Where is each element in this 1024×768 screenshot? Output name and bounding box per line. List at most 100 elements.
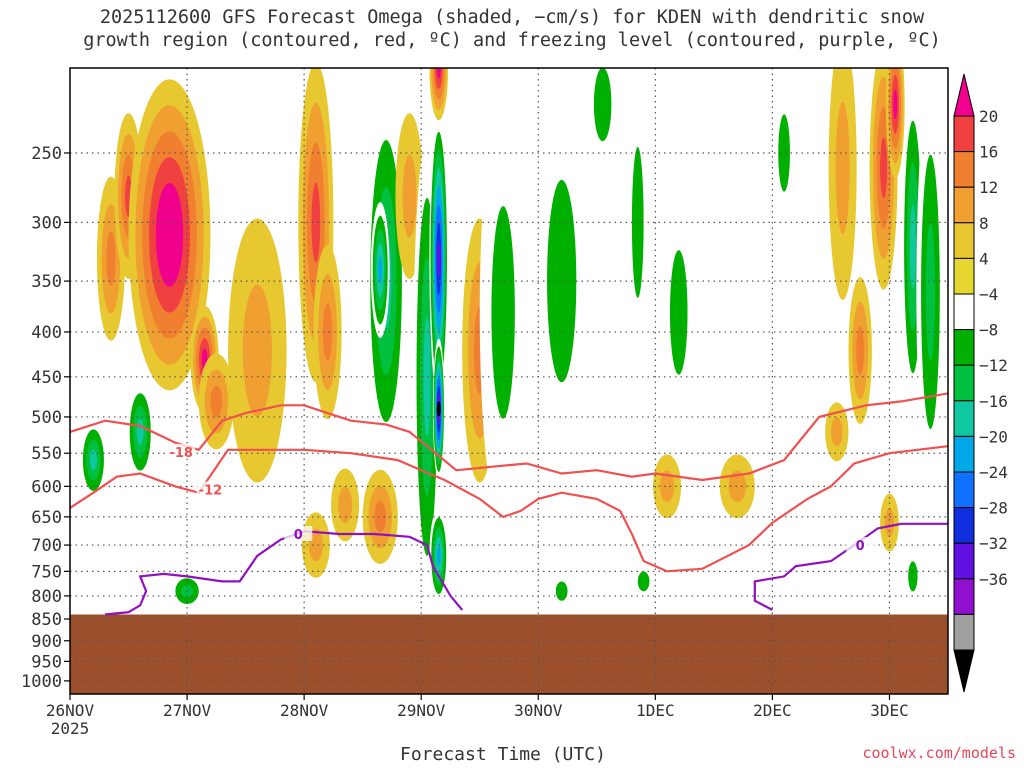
colorbar-segment-10 xyxy=(953,435,975,473)
xtick-label-30NOV: 30NOV xyxy=(514,701,563,720)
ytick-label-850: 850 xyxy=(31,610,62,630)
colorbar-segment-5 xyxy=(953,257,975,295)
omega-blob-16-level-3 xyxy=(423,317,431,437)
ytick-label-500: 500 xyxy=(31,408,62,428)
omega-blob-27-level-1 xyxy=(778,114,790,192)
omega-blob-22-level-1 xyxy=(491,206,515,419)
x-axis-ticks: 26NOV 27NOV 28NOV 29NOV 30NOV 1DEC 2DEC 3DEC 202… xyxy=(46,694,909,738)
xtick-label-26NOV: 26NOV xyxy=(46,701,95,720)
ytick-label-450: 450 xyxy=(31,368,62,388)
omega-blob-19-level-4 xyxy=(436,546,441,566)
colorbar-label--32: −32 xyxy=(979,534,1008,553)
colorbar-segment-14 xyxy=(953,578,975,615)
omega-blob-20-level-4 xyxy=(436,68,441,79)
chart-title: 2025112600 GFS Forecast Omega (shaded, −… xyxy=(0,6,1024,52)
colorbar-max-arrow xyxy=(953,73,975,117)
contour-label-bg--18 xyxy=(167,443,196,459)
omega-blob-2-level-5 xyxy=(162,208,177,261)
colorbar: 20 16 12 8 4 −4 −8 −12 −16 −20 −24 −28 −32 −36 xyxy=(953,73,1008,693)
colorbar-label--36: −36 xyxy=(979,570,1008,589)
terrain-surface xyxy=(70,614,948,694)
ytick-label-1000: 1000 xyxy=(21,672,62,692)
omega-blob-17-level-7 xyxy=(436,240,441,277)
contour-label-bg--12 xyxy=(196,481,225,497)
omega-blob-9-level-3 xyxy=(311,182,321,263)
omega-blob-38-level-1 xyxy=(555,581,568,601)
colorbar-label--4: −4 xyxy=(979,285,998,304)
omega-blob-35-level-1 xyxy=(884,508,895,538)
xtick-label-29NOV: 29NOV xyxy=(397,701,446,720)
colorbar-segment-13 xyxy=(953,542,975,580)
contour-label--12: -12 xyxy=(199,484,223,499)
omega-blob-26-level-1 xyxy=(669,250,688,375)
ytick-label-750: 750 xyxy=(31,562,62,582)
omega-blob-15-level-1 xyxy=(338,486,353,524)
omega-blob-29-level-3 xyxy=(880,137,888,199)
omega-blob-40-level-1 xyxy=(660,470,675,503)
ytick-label-350: 350 xyxy=(31,272,62,292)
grid-lines xyxy=(70,68,948,694)
title-line-1: 2025112600 GFS Forecast Omega (shaded, −… xyxy=(99,7,925,28)
plot-frame xyxy=(69,67,949,695)
omega-blob-24-level-1 xyxy=(593,68,612,142)
xtick-year-label: 2025 xyxy=(51,719,90,738)
colorbar-label--20: −20 xyxy=(979,427,1008,446)
colorbar-label-12: 12 xyxy=(979,178,998,197)
colorbar-label-8: 8 xyxy=(979,214,989,233)
colorbar-segment-4 xyxy=(953,222,975,259)
omega-blob-5-level-3 xyxy=(136,418,144,445)
omega-blob-32-level-2 xyxy=(925,223,936,361)
ytick-label-300: 300 xyxy=(31,213,62,233)
colorbar-segment-11 xyxy=(953,471,975,509)
x-axis-label: Forecast Time (UTC) xyxy=(400,744,606,765)
xtick-label-1DEC: 1DEC xyxy=(636,701,675,720)
ytick-label-400: 400 xyxy=(31,323,62,343)
colorbar-segment-9 xyxy=(953,400,975,437)
ytick-label-550: 550 xyxy=(31,444,62,464)
ytick-label-900: 900 xyxy=(31,632,62,652)
omega-blob-41-level-1 xyxy=(908,561,918,592)
omega-blob-18-level-8 xyxy=(436,401,441,418)
colorbar-segment-8 xyxy=(953,364,975,402)
omega-blob-31-level-3 xyxy=(909,204,916,290)
contour-label-0b: 0 xyxy=(856,539,865,554)
colorbar-segment-15 xyxy=(953,613,975,651)
contour-label-bg-0 xyxy=(284,526,313,542)
omega-shading xyxy=(79,68,945,616)
omega-blob-36-level-1 xyxy=(728,470,747,503)
omega-blob-33-level-2 xyxy=(856,326,865,376)
omega-blob-30-level-4 xyxy=(893,89,898,120)
omega-blob-6-level-3 xyxy=(89,449,97,471)
colorbar-segment-6 xyxy=(953,293,975,331)
y-axis-ticks: 2503003504004505005506006507007508008509… xyxy=(21,144,70,692)
ytick-label-950: 950 xyxy=(31,652,62,672)
omega-blob-0-level-2 xyxy=(106,231,116,287)
colorbar-label-20: 20 xyxy=(979,107,998,126)
colorbar-segment-7 xyxy=(953,329,975,366)
colorbar-label-4: 4 xyxy=(979,249,989,268)
contour--18 xyxy=(70,392,948,482)
contour-0 xyxy=(104,530,464,616)
xtick-label-2DEC: 2DEC xyxy=(753,701,792,720)
omega-blob-28-level-1 xyxy=(835,101,850,234)
omega-blob-8-level-1 xyxy=(242,284,272,417)
omega-blob-10-level-2 xyxy=(322,302,333,362)
contour-lines: -18 -12 0 0 xyxy=(70,392,948,616)
ytick-label-700: 700 xyxy=(31,536,62,556)
contour-label--18: -18 xyxy=(169,446,193,461)
ytick-label-800: 800 xyxy=(31,587,62,607)
omega-blob-4-level-2 xyxy=(210,385,223,418)
colorbar-label--24: −24 xyxy=(979,463,1008,482)
ytick-label-600: 600 xyxy=(31,477,62,497)
omega-blob-12-level-4 xyxy=(378,256,383,284)
colorbar-label--8: −8 xyxy=(979,321,998,340)
colorbar-min-arrow xyxy=(953,649,975,693)
colorbar-segment-2 xyxy=(953,151,975,188)
xtick-label-27NOV: 27NOV xyxy=(163,701,212,720)
ytick-label-650: 650 xyxy=(31,508,62,528)
credit-link[interactable]: coolwx.com/models xyxy=(862,744,1016,762)
ytick-label-250: 250 xyxy=(31,144,62,164)
title-line-2: growth region (contoured, red, ºC) and f… xyxy=(83,30,941,51)
contour-label-bg-0b xyxy=(846,537,875,553)
